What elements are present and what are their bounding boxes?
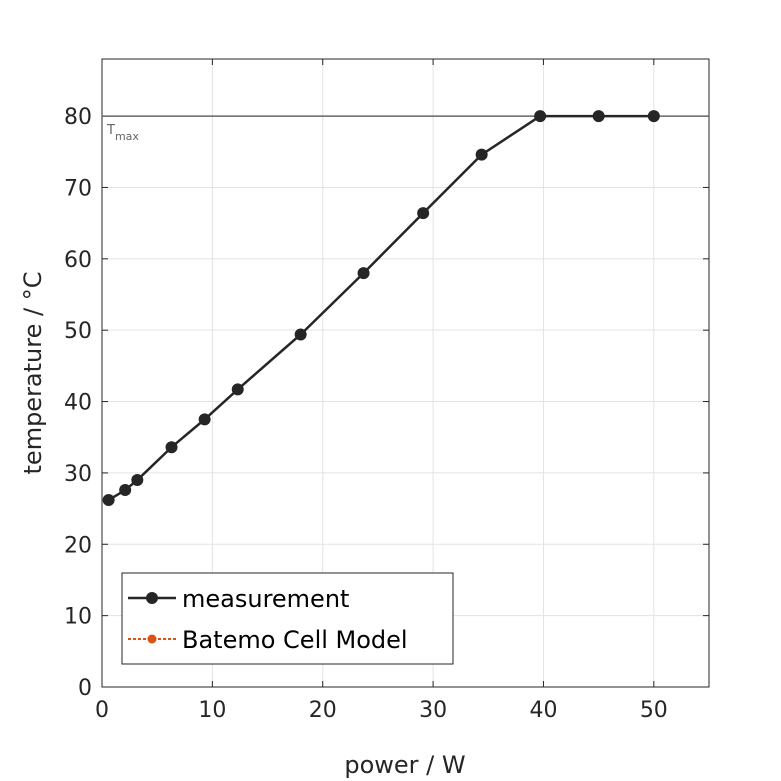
y-axis-label: temperature / °C [19, 272, 47, 475]
legend: measurement Batemo Cell Model [121, 572, 454, 665]
y-tick-label-60: 60 [64, 248, 92, 273]
data-point-0-10 [534, 110, 547, 123]
legend-swatch-marker-batemo [147, 634, 157, 644]
data-point-0-1 [119, 484, 132, 497]
data-point-0-8 [417, 207, 430, 220]
y-tick-label-50: 50 [64, 319, 92, 344]
data-point-0-4 [198, 413, 211, 426]
y-tick-label-10: 10 [64, 605, 92, 630]
ticks: 0 10 20 30 40 50 0 10 20 30 40 50 60 70 80 [64, 59, 709, 723]
x-tick-label-40: 40 [529, 698, 557, 723]
x-tick-label-30: 30 [419, 698, 447, 723]
x-tick-label-20: 20 [309, 698, 337, 723]
legend-entry-batemo-cell-model: Batemo Cell Model [182, 626, 408, 654]
data-point-0-5 [231, 383, 244, 396]
tmax-label-subscript: max [115, 130, 139, 143]
y-tick-label-30: 30 [64, 462, 92, 487]
data-point-0-7 [357, 267, 370, 280]
data-point-0-12 [647, 110, 660, 123]
tmax-label: Tmax [106, 123, 139, 143]
plot-frame [101, 58, 710, 688]
annotations: Tmax [102, 115, 709, 143]
data-point-0-11 [592, 110, 605, 123]
data-point-0-6 [294, 328, 307, 341]
x-axis-label: power / W [344, 751, 465, 779]
data-point-0-2 [131, 474, 144, 487]
x-tick-label-10: 10 [198, 698, 226, 723]
x-tick-label-50: 50 [640, 698, 668, 723]
y-tick-label-70: 70 [64, 176, 92, 201]
y-tick-label-20: 20 [64, 533, 92, 558]
data-point-0-3 [165, 441, 178, 454]
y-tick-label-40: 40 [64, 391, 92, 416]
y-tick-label-80: 80 [64, 105, 92, 130]
legend-box [121, 572, 454, 665]
legend-swatch-marker-measurement [146, 592, 158, 604]
legend-entry-measurement: measurement [182, 585, 349, 613]
x-tick-label-0: 0 [95, 698, 109, 723]
y-tick-label-0: 0 [78, 676, 92, 701]
data-point-0-9 [475, 148, 488, 161]
series-line-0 [107, 114, 654, 502]
data-point-0-0 [102, 494, 115, 507]
series [102, 110, 660, 507]
